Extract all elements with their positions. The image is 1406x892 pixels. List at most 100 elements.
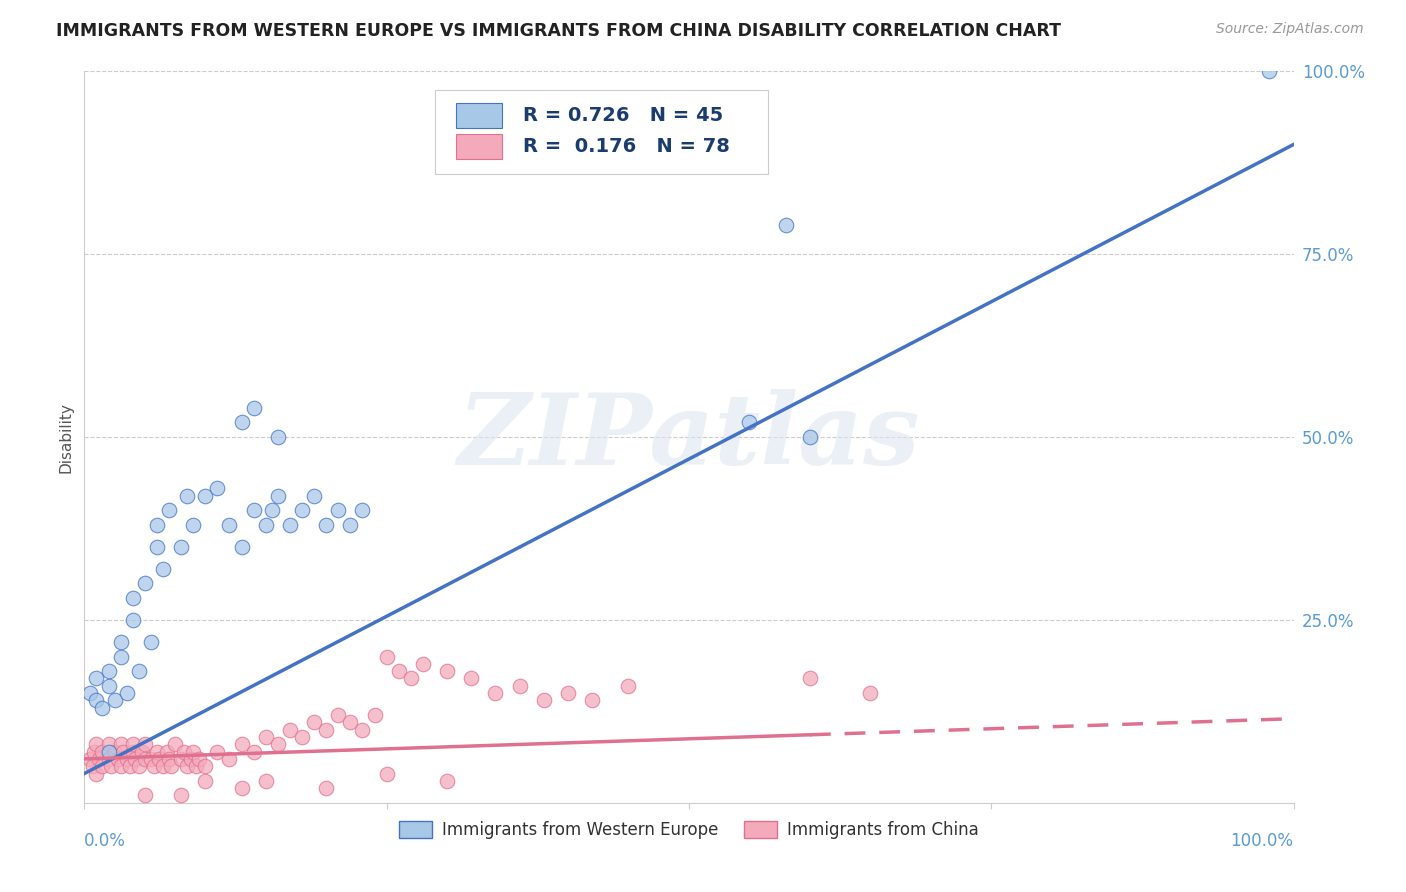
Point xyxy=(82,759,104,773)
Point xyxy=(134,752,156,766)
Point xyxy=(91,759,114,773)
Point xyxy=(160,759,183,773)
Point xyxy=(1258,64,1281,78)
Point xyxy=(328,708,350,723)
Point xyxy=(339,517,361,532)
Point xyxy=(207,481,229,495)
Point xyxy=(436,664,458,678)
Point xyxy=(112,745,135,759)
Point xyxy=(86,766,108,780)
Point xyxy=(86,693,108,707)
Point xyxy=(134,737,156,751)
Point xyxy=(315,517,337,532)
Legend: Immigrants from Western Europe, Immigrants from China: Immigrants from Western Europe, Immigran… xyxy=(392,814,986,846)
Point xyxy=(352,723,374,737)
Point xyxy=(278,517,301,532)
Point xyxy=(86,737,108,751)
Point xyxy=(315,723,337,737)
Point xyxy=(291,730,314,744)
Point xyxy=(110,759,132,773)
Point xyxy=(107,752,129,766)
Point xyxy=(460,672,482,686)
Point xyxy=(181,745,204,759)
Y-axis label: Disability: Disability xyxy=(58,401,73,473)
Point xyxy=(218,517,240,532)
Point xyxy=(194,759,217,773)
Point xyxy=(152,759,174,773)
Point xyxy=(242,745,264,759)
Point xyxy=(184,759,207,773)
Point xyxy=(388,664,411,678)
Point xyxy=(79,752,101,766)
Point xyxy=(79,686,101,700)
Point xyxy=(121,613,143,627)
Point xyxy=(134,789,156,803)
Point xyxy=(139,752,162,766)
Point xyxy=(267,489,290,503)
Point xyxy=(231,540,253,554)
Point xyxy=(83,745,105,759)
Point xyxy=(104,693,127,707)
Point xyxy=(231,737,253,751)
Point xyxy=(315,781,337,796)
Point xyxy=(110,635,132,649)
Point xyxy=(110,649,132,664)
Point xyxy=(484,686,506,700)
Point xyxy=(180,752,202,766)
Text: 0.0%: 0.0% xyxy=(84,832,127,850)
Point xyxy=(799,672,821,686)
Point xyxy=(278,723,301,737)
Point xyxy=(157,503,180,517)
Point xyxy=(799,430,821,444)
Point xyxy=(231,416,253,430)
Point xyxy=(155,745,177,759)
Point xyxy=(100,759,122,773)
Point xyxy=(352,503,374,517)
Point xyxy=(242,401,264,415)
Point xyxy=(121,737,143,751)
Point xyxy=(146,540,169,554)
Point xyxy=(859,686,882,700)
Point xyxy=(152,562,174,576)
Point xyxy=(533,693,555,707)
Point xyxy=(110,737,132,751)
Point xyxy=(176,489,198,503)
Point xyxy=(131,745,153,759)
Point xyxy=(97,737,120,751)
Point xyxy=(328,503,350,517)
Point xyxy=(557,686,579,700)
Point xyxy=(87,752,110,766)
Point xyxy=(91,700,114,714)
Bar xyxy=(456,103,502,128)
Point xyxy=(157,752,180,766)
Point xyxy=(375,649,398,664)
Point xyxy=(581,693,603,707)
Point xyxy=(363,708,385,723)
Point xyxy=(128,759,150,773)
Point xyxy=(146,745,169,759)
Point xyxy=(375,766,398,780)
Point xyxy=(188,752,211,766)
Point xyxy=(291,503,314,517)
Point xyxy=(139,635,162,649)
Text: R =  0.176   N = 78: R = 0.176 N = 78 xyxy=(523,137,730,156)
Point xyxy=(173,745,195,759)
Point xyxy=(207,745,229,759)
Point xyxy=(124,752,146,766)
Point xyxy=(120,759,142,773)
Point xyxy=(181,517,204,532)
Point xyxy=(128,664,150,678)
Point xyxy=(97,679,120,693)
Point xyxy=(86,672,108,686)
Point xyxy=(218,752,240,766)
Point xyxy=(143,759,166,773)
Text: ZIPatlas: ZIPatlas xyxy=(458,389,920,485)
Point xyxy=(91,745,114,759)
Point xyxy=(176,759,198,773)
Point xyxy=(170,752,193,766)
Point xyxy=(170,789,193,803)
Point xyxy=(302,489,325,503)
Point xyxy=(194,773,217,788)
Point xyxy=(267,430,290,444)
Point xyxy=(617,679,640,693)
